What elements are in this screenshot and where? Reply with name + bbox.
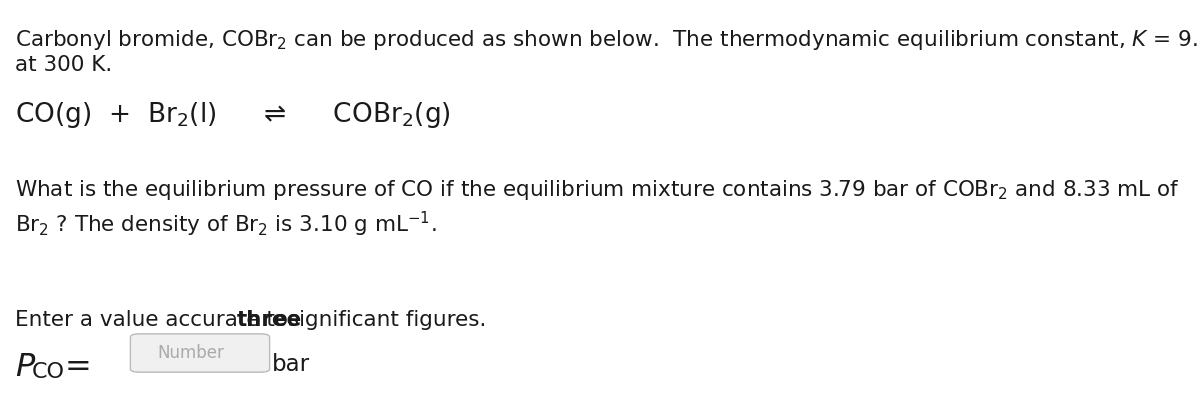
Text: three: three (236, 310, 302, 330)
FancyBboxPatch shape (131, 334, 270, 372)
Text: CO(g)  +  Br$_2$(l)     $\rightleftharpoons$     COBr$_2$(g): CO(g) + Br$_2$(l) $\rightleftharpoons$ C… (14, 100, 451, 130)
Text: =: = (65, 352, 91, 383)
Text: significant figures.: significant figures. (282, 310, 487, 330)
Text: Enter a value accurate to: Enter a value accurate to (14, 310, 295, 330)
Text: Br$_2$ ? The density of Br$_2$ is 3.10 g mL$^{-1}$.: Br$_2$ ? The density of Br$_2$ is 3.10 g… (14, 210, 437, 239)
Text: What is the equilibrium pressure of CO if the equilibrium mixture contains 3.79 : What is the equilibrium pressure of CO i… (14, 178, 1180, 202)
Text: Carbonyl bromide, COBr$_2$ can be produced as shown below.  The thermodynamic eq: Carbonyl bromide, COBr$_2$ can be produc… (14, 28, 1200, 52)
Text: bar: bar (272, 353, 310, 376)
Text: at 300 K.: at 300 K. (14, 55, 113, 75)
Text: Number: Number (157, 344, 224, 362)
Text: $\mathit{P}$: $\mathit{P}$ (14, 352, 36, 383)
Text: CO: CO (32, 362, 65, 382)
